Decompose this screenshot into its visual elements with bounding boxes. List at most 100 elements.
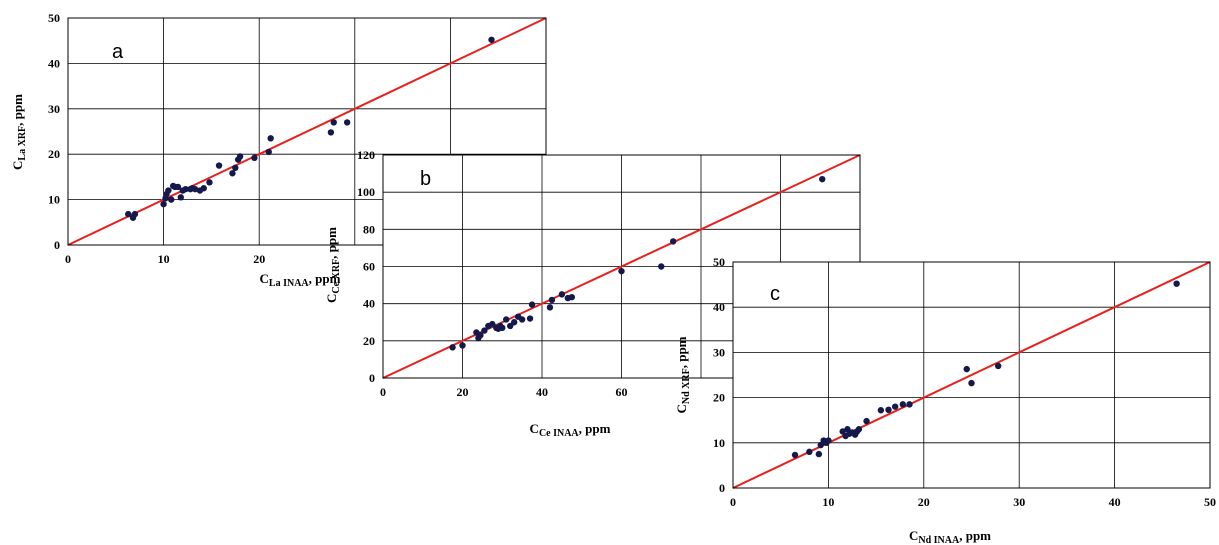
panel-label-a: a: [112, 41, 124, 63]
data-point-a: [327, 129, 335, 136]
x-tick-label-b: 20: [457, 385, 469, 399]
data-point-c: [995, 362, 1002, 370]
data-point-b: [669, 238, 677, 245]
y-axis-label-a: CLa XRF, ppm: [10, 94, 28, 170]
data-point-a: [177, 194, 185, 201]
data-point-b: [477, 332, 484, 339]
data-point-c: [906, 401, 913, 408]
data-point-b: [528, 301, 536, 308]
x-axis-label-a: CLa INAA, ppm: [260, 271, 341, 289]
y-tick-label-b: 20: [363, 334, 375, 348]
one-to-one-line-a: [67, 17, 547, 246]
y-axis-label-b: CCe XRF, ppm: [324, 227, 342, 303]
y-tick-label-a: 20: [48, 147, 60, 161]
data-point-b: [568, 293, 576, 301]
y-tick-label-c: 50: [713, 255, 725, 269]
y-tick-label-a: 50: [48, 11, 60, 25]
y-tick-label-a: 40: [48, 56, 60, 70]
data-point-c: [963, 365, 970, 373]
data-point-b: [618, 267, 625, 275]
x-tick-label-c: 10: [822, 495, 834, 509]
data-point-c: [806, 448, 813, 456]
x-tick-label-b: 0: [380, 385, 386, 399]
x-axis-label-b: CCe INAA, ppm: [530, 421, 611, 439]
y-tick-label-a: 0: [54, 238, 60, 252]
x-tick-label-c: 0: [730, 495, 736, 509]
y-axis-label-c: CNd XRF, ppm: [674, 336, 692, 413]
data-point-a: [488, 36, 495, 43]
data-point-a: [229, 170, 236, 177]
data-point-a: [160, 200, 167, 208]
data-point-c: [855, 426, 863, 433]
y-tick-label-b: 0: [369, 371, 375, 385]
data-point-b: [558, 291, 566, 298]
y-tick-label-c: 40: [713, 300, 725, 314]
x-tick-label-b: 40: [536, 385, 548, 399]
panel-label-c: c: [770, 283, 780, 305]
data-point-b: [546, 304, 554, 311]
data-point-c: [863, 417, 870, 425]
data-point-b: [658, 263, 665, 270]
data-point-b: [459, 342, 466, 349]
x-tick-label-a: 20: [253, 252, 265, 266]
y-tick-label-b: 100: [357, 185, 375, 199]
data-point-a: [215, 162, 223, 169]
data-point-a: [206, 179, 213, 186]
y-tick-label-c: 0: [719, 481, 725, 495]
x-tick-label-c: 40: [1109, 495, 1121, 509]
one-to-one-line-c: [732, 261, 1211, 489]
data-point-a: [236, 153, 244, 160]
one-to-one-line-b: [382, 154, 861, 379]
data-point-b: [503, 316, 510, 323]
y-tick-label-b: 40: [363, 297, 375, 311]
x-tick-label-a: 10: [158, 252, 170, 266]
x-tick-label-c: 50: [1204, 495, 1216, 509]
x-axis-label-c: CNd INAA, ppm: [909, 528, 991, 545]
y-tick-label-b: 60: [363, 260, 375, 274]
data-point-a: [182, 185, 189, 193]
data-point-a: [267, 135, 274, 142]
data-point-a: [265, 148, 272, 156]
data-point-c: [1173, 280, 1180, 287]
data-point-c: [877, 407, 885, 414]
data-point-a: [200, 185, 207, 192]
data-point-c: [968, 379, 975, 387]
data-point-a: [174, 183, 182, 191]
x-tick-label-a: 0: [65, 252, 71, 266]
data-point-c: [885, 406, 892, 414]
data-point-a: [131, 210, 139, 218]
data-point-a: [251, 154, 258, 162]
data-point-a: [125, 210, 132, 218]
data-point-c: [825, 437, 832, 444]
data-point-a: [165, 187, 172, 194]
x-tick-label-c: 20: [918, 495, 930, 509]
panel-a: 0 10 20 0 10 20 30 40 50 a CLa INAA, ppm CLa XR…: [10, 11, 547, 289]
data-point-b: [499, 324, 506, 332]
data-point-b: [548, 296, 556, 304]
data-point-b: [518, 316, 526, 323]
y-tick-label-b: 120: [357, 148, 375, 162]
y-tick-label-c: 20: [713, 391, 725, 405]
y-tick-label-c: 30: [713, 345, 725, 359]
data-point-c: [815, 450, 823, 458]
panel-label-b: b: [420, 168, 431, 190]
data-point-c: [899, 401, 907, 408]
data-point-b: [819, 175, 826, 183]
y-tick-label-c: 10: [713, 436, 725, 450]
data-point-a: [330, 119, 337, 126]
data-point-a: [232, 164, 239, 172]
data-point-b: [449, 344, 456, 351]
y-tick-label-a: 10: [48, 193, 60, 207]
data-point-c: [791, 451, 799, 459]
x-tick-label-c: 30: [1013, 495, 1025, 509]
data-point-b: [526, 315, 534, 322]
data-point-a: [168, 196, 175, 203]
data-point-c: [891, 403, 899, 410]
data-point-b: [481, 327, 488, 334]
data-point-b: [510, 319, 518, 326]
y-tick-label-b: 80: [363, 222, 375, 236]
x-tick-label-b: 60: [616, 385, 628, 399]
data-point-a: [343, 119, 351, 126]
